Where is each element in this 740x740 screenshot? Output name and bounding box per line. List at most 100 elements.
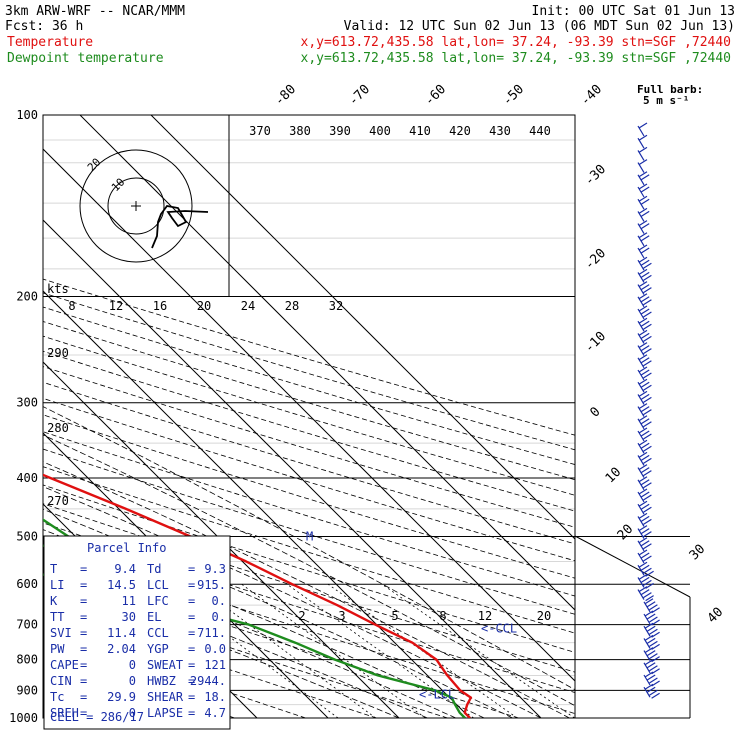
wind-barb-flag	[643, 384, 652, 391]
wind-barb-flag	[643, 555, 652, 562]
parcel-key: K	[50, 594, 58, 608]
dry-adiabat-line	[43, 484, 575, 653]
parcel-key: SHEAR	[147, 690, 184, 704]
theta-left-label: 280	[47, 421, 69, 435]
parcel-key: PW	[50, 642, 65, 656]
wind-barb-flag	[640, 406, 650, 413]
wind-barb-flag	[638, 329, 648, 336]
wind-barb-flag	[638, 525, 648, 532]
wind-barb-flag	[638, 244, 648, 251]
wind-barb-flag	[643, 433, 652, 440]
wind-barb-flag	[643, 287, 652, 294]
wind-barb-flag	[640, 491, 650, 498]
lcl-marker: <-LCL	[419, 688, 455, 702]
wind-barb-flag	[643, 470, 652, 477]
wind-barb-flag	[649, 689, 658, 696]
parcel-cell: CELL = 286/17	[50, 710, 144, 724]
wind-barb-flag	[640, 576, 650, 583]
wind-barb-flag	[646, 686, 656, 693]
wind-barb-flag	[638, 122, 648, 129]
wind-barb-flag	[649, 640, 658, 647]
wind-barb-flag	[640, 174, 650, 181]
wind-barb-flag	[651, 619, 660, 626]
hodograph-units: kts	[47, 282, 69, 296]
wind-barb-flag	[638, 500, 648, 507]
wind-barb-flag	[643, 494, 652, 501]
pressure-tick-label: 600	[16, 577, 38, 591]
mixing-ratio-label: 3	[338, 609, 345, 623]
wind-barb-flag	[649, 665, 658, 672]
wind-barb-flag	[638, 464, 648, 471]
wind-barb-flag	[644, 683, 654, 690]
parcel-eq: =	[80, 674, 87, 688]
wind-barb-flag	[643, 518, 652, 525]
pressure-tick-label: 900	[16, 683, 38, 697]
wind-barb-flag	[643, 457, 652, 464]
parcel-value: 0.0	[204, 642, 226, 656]
theta-label: 440	[529, 124, 551, 138]
hodograph-trace	[151, 205, 209, 249]
wind-barb-flag	[638, 561, 648, 568]
wind-barb-flag	[640, 284, 650, 291]
wind-barb-flag	[638, 390, 648, 397]
parcel-eq: =	[80, 690, 87, 704]
wind-barb-flag	[638, 317, 648, 324]
wind-barb-flag	[638, 366, 648, 373]
hodograph-ring-10	[107, 177, 165, 235]
parcel-eq: =	[80, 610, 87, 624]
isotherm-label: 0	[587, 404, 603, 420]
wind-barb-flag	[640, 186, 650, 193]
parcel-key: SREH	[50, 706, 79, 720]
wind-barb-flag	[638, 268, 648, 275]
wind-barb-flag	[638, 134, 648, 141]
parcel-value: 9.4	[114, 562, 136, 576]
parcel-eq: =	[80, 642, 87, 656]
wind-barb-flag	[640, 271, 650, 278]
theta-label: 430	[489, 124, 511, 138]
wind-barb-flag	[640, 454, 650, 461]
parcel-value: 0	[129, 658, 136, 672]
wind-barb-flag	[640, 552, 650, 559]
parcel-value: 9.3	[204, 562, 226, 576]
parcel-eq: =	[188, 626, 195, 640]
theta-left-label: 290	[47, 346, 69, 360]
mixing-ratio-label: 20	[537, 609, 551, 623]
wind-barb-flag	[638, 586, 648, 593]
pressure-tick-label: 1000	[9, 711, 38, 725]
wind-barb-flag	[638, 537, 648, 544]
parcel-eq: =	[80, 594, 87, 608]
pressure-tick-label: 200	[16, 290, 38, 304]
pressure-tick-label: 400	[16, 471, 38, 485]
wind-barbs	[637, 122, 660, 699]
isotherm-label: -10	[582, 329, 609, 356]
wind-barb-flag	[638, 512, 648, 519]
parcel-info-title: Parcel Info	[87, 541, 166, 555]
wind-barb-flag	[638, 342, 648, 349]
wind-barb-flag	[643, 506, 652, 513]
model-title: 3km ARW-WRF -- NCAR/MMM	[5, 4, 185, 19]
mixing-ratio-line	[381, 583, 575, 718]
wind-barb-flag	[640, 381, 650, 388]
wind-barb-flag	[638, 293, 648, 300]
wind-barb-flag	[638, 427, 648, 434]
pressure-tick-label: 300	[16, 396, 38, 410]
wind-barb-flag	[643, 311, 652, 318]
wind-barb-flag	[638, 451, 648, 458]
wind-barb-flag	[646, 601, 656, 608]
parcel-eq: =	[80, 658, 87, 672]
wind-barb-flag	[644, 622, 654, 629]
dry-adiabat-line	[43, 306, 575, 466]
mixing-ratio-label: 5	[391, 609, 398, 623]
ccl-marker: <-CCL	[481, 622, 517, 636]
wind-barb-flag	[643, 274, 652, 281]
moist-adiabat-line	[43, 406, 575, 691]
wind-barb-flag	[644, 659, 654, 666]
dry-adiabat-line	[43, 583, 448, 718]
dry-adiabat-line	[43, 335, 575, 496]
barb-legend-unit: 5 m s⁻¹	[643, 94, 689, 107]
wind-barb-flag	[651, 631, 660, 638]
wind-barb-flag	[640, 418, 650, 425]
wind-barb-flag	[643, 262, 652, 269]
hodograph-speed-tick: 24	[241, 299, 255, 313]
parcel-eq: =	[188, 594, 195, 608]
